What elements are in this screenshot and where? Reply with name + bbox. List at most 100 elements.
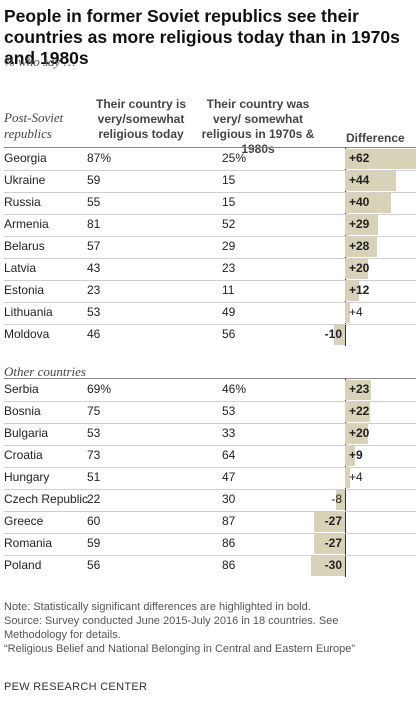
table-row: Ukraine 59 15 +44 xyxy=(0,170,420,192)
difference-bar xyxy=(333,325,345,345)
difference-label: +20 xyxy=(349,261,370,275)
value-today: 56 xyxy=(87,558,101,572)
footer-credit: PEW RESEARCH CENTER xyxy=(4,681,148,693)
row-divider xyxy=(4,192,416,193)
difference-label: -27 xyxy=(324,536,342,550)
value-past: 15 xyxy=(222,173,236,187)
value-past: 33 xyxy=(222,426,236,440)
difference-label: +40 xyxy=(349,195,370,209)
note-report-title: “Religious Belief and National Belonging… xyxy=(4,643,355,655)
country-name: Armenia xyxy=(4,217,49,231)
value-today: 22 xyxy=(87,492,101,506)
value-today: 87% xyxy=(87,151,112,165)
country-name: Belarus xyxy=(4,239,45,253)
difference-label: +12 xyxy=(349,283,370,297)
row-divider xyxy=(4,324,416,325)
country-name: Lithuania xyxy=(4,305,53,319)
value-today: 73 xyxy=(87,448,101,462)
difference-bar xyxy=(345,468,350,488)
difference-bar xyxy=(345,446,356,466)
column-header-past: Their country was very/ somewhat religio… xyxy=(201,97,315,156)
value-past: 86 xyxy=(222,536,236,550)
value-today: 53 xyxy=(87,305,101,319)
table-row: Armenia 81 52 +29 xyxy=(0,214,420,236)
difference-bar xyxy=(345,149,417,169)
difference-bar xyxy=(310,556,345,576)
difference-bar xyxy=(345,215,379,235)
difference-label: +23 xyxy=(349,382,370,396)
value-past: 53 xyxy=(222,404,236,418)
row-divider xyxy=(4,489,416,490)
table-row: Lithuania 53 49 +4 xyxy=(0,302,420,324)
country-name: Czech Republic xyxy=(4,492,89,506)
table-row: Russia 55 15 +40 xyxy=(0,192,420,214)
row-divider xyxy=(4,467,416,468)
group-rule xyxy=(4,378,416,379)
difference-label: +62 xyxy=(349,151,370,165)
column-header-today: Their country is very/somewhat religious… xyxy=(95,97,187,141)
table-row: Georgia 87% 25% +62 xyxy=(0,148,420,170)
difference-label: -27 xyxy=(324,514,342,528)
value-today: 43 xyxy=(87,261,101,275)
group-header-post-soviet: Post-Soviet republics xyxy=(4,110,64,141)
difference-bar xyxy=(345,281,359,301)
table-row: Hungary 51 47 +4 xyxy=(0,467,420,489)
value-today: 60 xyxy=(87,514,101,528)
value-today: 81 xyxy=(87,217,101,231)
value-today: 23 xyxy=(87,283,101,297)
country-name: Russia xyxy=(4,195,41,209)
country-name: Georgia xyxy=(4,151,47,165)
header-rule xyxy=(4,147,416,148)
country-name: Serbia xyxy=(4,382,39,396)
difference-label: -30 xyxy=(324,558,342,572)
table-row: Greece 60 87 -27 xyxy=(0,511,420,533)
row-divider xyxy=(4,302,416,303)
difference-label: +22 xyxy=(349,404,370,418)
difference-label: -10 xyxy=(324,327,342,341)
country-name: Ukraine xyxy=(4,173,46,187)
table-row: Romania 59 86 -27 xyxy=(0,533,420,555)
value-today: 59 xyxy=(87,173,101,187)
difference-bar xyxy=(345,193,391,213)
country-name: Croatia xyxy=(4,448,43,462)
value-today: 57 xyxy=(87,239,101,253)
chart-title: People in former Soviet republics see th… xyxy=(4,6,400,68)
row-divider xyxy=(4,533,416,534)
country-name: Romania xyxy=(4,536,53,550)
row-divider xyxy=(4,258,416,259)
value-today: 46 xyxy=(87,327,101,341)
country-name: Latvia xyxy=(4,261,37,275)
country-name: Greece xyxy=(4,514,44,528)
country-name: Bosnia xyxy=(4,404,41,418)
table-row: Czech Republic 22 30 -8 xyxy=(0,489,420,511)
difference-bar xyxy=(345,402,371,422)
value-past: 25% xyxy=(222,151,247,165)
difference-label: +4 xyxy=(349,305,363,319)
difference-bar xyxy=(345,259,368,279)
value-past: 47 xyxy=(222,470,236,484)
country-name: Estonia xyxy=(4,283,45,297)
value-past: 86 xyxy=(222,558,236,572)
note-source: Source: Survey conducted June 2015-July … xyxy=(4,615,339,641)
difference-label: +9 xyxy=(349,448,363,462)
difference-bar xyxy=(313,512,345,532)
value-past: 46% xyxy=(222,382,247,396)
value-today: 69% xyxy=(87,382,112,396)
country-name: Moldova xyxy=(4,327,50,341)
value-past: 30 xyxy=(222,492,236,506)
value-past: 56 xyxy=(222,327,236,341)
table-row: Estonia 23 11 +12 xyxy=(0,280,420,302)
value-today: 53 xyxy=(87,426,101,440)
row-divider xyxy=(4,214,416,215)
difference-label: +29 xyxy=(349,217,370,231)
difference-bar xyxy=(345,380,372,400)
difference-bar xyxy=(345,171,396,191)
table-row: Belarus 57 29 +28 xyxy=(0,236,420,258)
chart-subtitle: % who say … xyxy=(4,54,76,69)
row-divider xyxy=(4,555,416,556)
table-row: Moldova 46 56 -10 xyxy=(0,324,420,346)
value-past: 49 xyxy=(222,305,236,319)
table-row: Bulgaria 53 33 +20 xyxy=(0,423,420,445)
difference-bar xyxy=(345,237,378,257)
row-divider xyxy=(4,445,416,446)
